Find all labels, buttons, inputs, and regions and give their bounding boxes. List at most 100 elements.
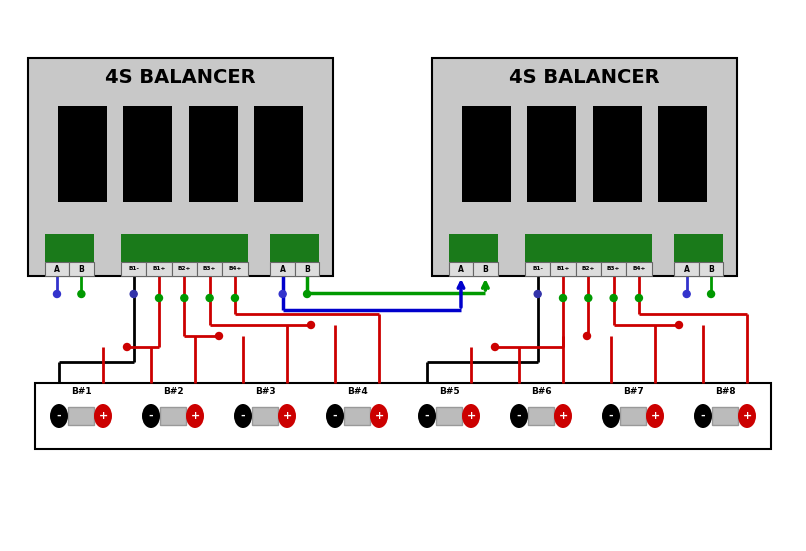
Text: B3+: B3+ <box>203 267 216 272</box>
Text: +: + <box>282 411 292 421</box>
Bar <box>123 106 172 202</box>
Circle shape <box>156 294 163 301</box>
Ellipse shape <box>418 404 436 428</box>
Text: -: - <box>333 411 338 421</box>
Bar <box>432 58 737 276</box>
Bar <box>147 262 172 276</box>
Text: +: + <box>98 411 108 421</box>
Text: B#5: B#5 <box>438 387 459 396</box>
Bar <box>57 106 106 202</box>
Text: -: - <box>56 411 61 421</box>
Bar <box>68 407 94 425</box>
Bar <box>675 262 699 276</box>
Bar <box>121 262 147 276</box>
Text: B: B <box>78 264 85 273</box>
Ellipse shape <box>554 404 572 428</box>
Text: +: + <box>559 411 567 421</box>
Text: +: + <box>190 411 200 421</box>
Text: B: B <box>708 264 714 273</box>
Text: -: - <box>241 411 245 421</box>
Bar <box>527 106 576 202</box>
Bar <box>528 407 554 425</box>
Ellipse shape <box>646 404 664 428</box>
Circle shape <box>610 294 617 301</box>
Bar <box>28 58 333 276</box>
Bar <box>699 262 723 276</box>
Text: A: A <box>54 264 60 273</box>
Text: -: - <box>517 411 521 421</box>
Bar <box>295 262 319 276</box>
Text: +: + <box>467 411 476 421</box>
Bar <box>436 407 462 425</box>
Ellipse shape <box>694 404 712 428</box>
Bar <box>197 262 222 276</box>
Text: +: + <box>650 411 659 421</box>
Bar <box>525 234 651 262</box>
Bar <box>626 262 651 276</box>
Circle shape <box>683 290 690 298</box>
Text: 4S BALANCER: 4S BALANCER <box>509 68 660 87</box>
Ellipse shape <box>510 404 528 428</box>
Bar <box>620 407 646 425</box>
Bar <box>659 106 708 202</box>
Text: B#8: B#8 <box>715 387 735 396</box>
Text: B4+: B4+ <box>632 267 646 272</box>
Circle shape <box>585 294 592 301</box>
Bar <box>675 234 723 262</box>
Bar <box>160 407 186 425</box>
Circle shape <box>304 290 310 298</box>
Text: B1+: B1+ <box>152 267 166 272</box>
Text: 4S BALANCER: 4S BALANCER <box>106 68 256 87</box>
Text: -: - <box>609 411 613 421</box>
Text: B#2: B#2 <box>163 387 183 396</box>
Bar <box>525 262 550 276</box>
Text: B4+: B4+ <box>228 267 242 272</box>
Bar <box>601 262 626 276</box>
Bar <box>271 262 295 276</box>
Text: B3+: B3+ <box>607 267 621 272</box>
Circle shape <box>675 321 683 328</box>
Circle shape <box>131 290 137 298</box>
Circle shape <box>78 290 85 298</box>
Text: -: - <box>425 411 430 421</box>
Text: +: + <box>742 411 752 421</box>
Circle shape <box>492 343 498 350</box>
Text: A: A <box>458 264 464 273</box>
Circle shape <box>559 294 567 301</box>
Circle shape <box>279 290 286 298</box>
Bar <box>550 262 575 276</box>
Text: B1+: B1+ <box>556 267 570 272</box>
Text: A: A <box>683 264 690 273</box>
Ellipse shape <box>738 404 756 428</box>
Ellipse shape <box>94 404 112 428</box>
Ellipse shape <box>370 404 388 428</box>
Ellipse shape <box>186 404 204 428</box>
Bar <box>45 234 93 262</box>
Bar <box>69 262 93 276</box>
Text: B#7: B#7 <box>622 387 643 396</box>
Circle shape <box>215 332 222 339</box>
Ellipse shape <box>462 404 480 428</box>
Bar <box>254 106 303 202</box>
Bar <box>592 106 642 202</box>
Bar <box>344 407 370 425</box>
Bar <box>462 106 511 202</box>
Text: B#1: B#1 <box>71 387 91 396</box>
Circle shape <box>181 294 188 301</box>
Text: B1-: B1- <box>128 267 139 272</box>
Bar <box>473 262 497 276</box>
Bar <box>271 234 319 262</box>
Bar <box>189 106 238 202</box>
Text: B2+: B2+ <box>177 267 191 272</box>
Text: -: - <box>700 411 705 421</box>
Circle shape <box>53 290 60 298</box>
Text: +: + <box>374 411 384 421</box>
Ellipse shape <box>142 404 160 428</box>
Bar <box>575 262 601 276</box>
Circle shape <box>635 294 642 301</box>
Text: B: B <box>483 264 488 273</box>
Circle shape <box>308 321 314 328</box>
Circle shape <box>534 290 541 298</box>
Ellipse shape <box>602 404 620 428</box>
Ellipse shape <box>278 404 296 428</box>
